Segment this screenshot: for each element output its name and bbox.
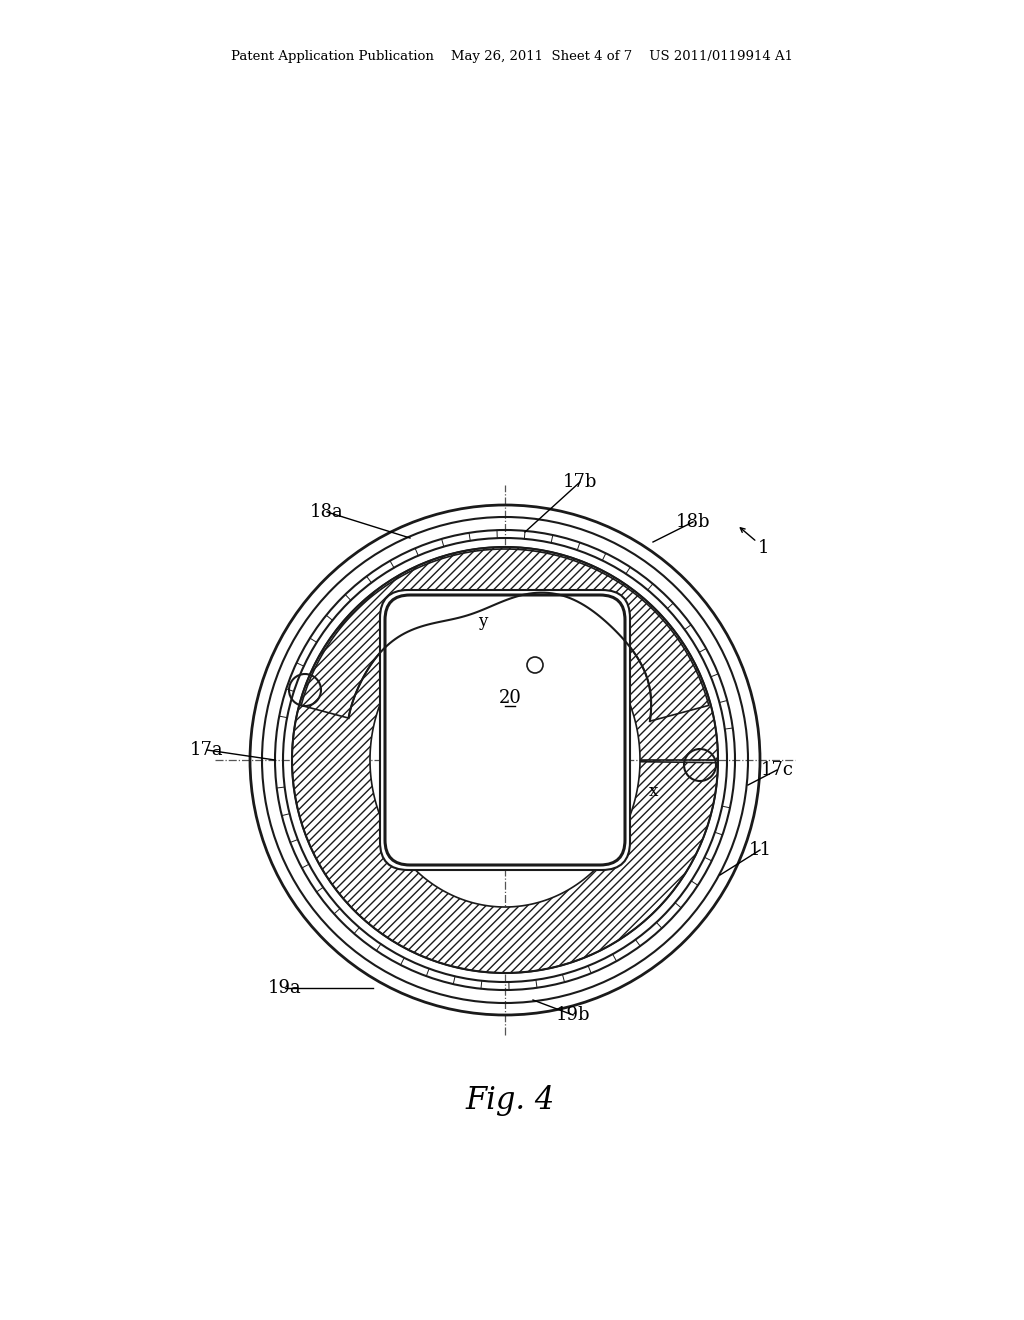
Text: 17b: 17b bbox=[563, 473, 597, 491]
FancyBboxPatch shape bbox=[380, 590, 630, 870]
Text: Fig. 4: Fig. 4 bbox=[465, 1085, 555, 1115]
Text: 17a: 17a bbox=[190, 741, 224, 759]
Text: 19a: 19a bbox=[268, 979, 302, 997]
Polygon shape bbox=[301, 549, 709, 721]
Text: 18b: 18b bbox=[676, 513, 711, 531]
Text: 17c: 17c bbox=[761, 762, 794, 779]
FancyBboxPatch shape bbox=[385, 595, 625, 865]
Text: 19b: 19b bbox=[556, 1006, 590, 1024]
Text: 1: 1 bbox=[758, 539, 769, 557]
Text: 18a: 18a bbox=[310, 503, 344, 521]
Text: 20: 20 bbox=[499, 689, 521, 708]
Text: y: y bbox=[478, 614, 487, 631]
Polygon shape bbox=[292, 546, 718, 973]
Text: Patent Application Publication    May 26, 2011  Sheet 4 of 7    US 2011/0119914 : Patent Application Publication May 26, 2… bbox=[231, 50, 793, 63]
Text: x: x bbox=[648, 784, 657, 800]
Text: 11: 11 bbox=[749, 841, 771, 859]
